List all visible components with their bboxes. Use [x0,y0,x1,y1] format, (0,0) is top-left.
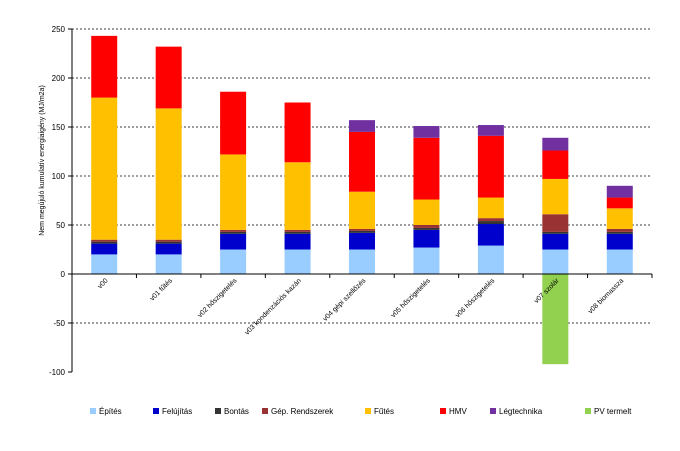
bar-segment [413,247,440,274]
legend-swatch [440,408,446,414]
bar-segment [477,224,504,246]
bar-segment [477,197,504,219]
y-tick-label: 250 [52,25,66,34]
legend-swatch [90,408,96,414]
bar-segment [91,254,118,274]
bar-segment [606,231,633,234]
bar-segment [606,233,633,250]
bar-segment [220,229,247,232]
bar-segment [284,229,311,232]
bar-segment [220,231,247,234]
y-tick-label: 150 [52,123,66,132]
bar-segment [349,230,375,233]
bar-segment [284,249,311,274]
bars [91,35,633,365]
bar-segment [91,243,118,255]
bar-segment [349,232,375,250]
bar-segment [542,178,569,215]
bar-segment [349,191,375,229]
bar-segment [91,97,118,240]
bar-segment [542,233,569,250]
x-tick-label: v05 hőszigetelés [390,277,432,319]
bar-segment [477,135,504,198]
y-axis-title: Nem megújuló kumulatív energiaigény (MJ/… [39,85,46,236]
bar-segment [155,254,182,274]
bar-segment [477,125,504,136]
y-tick-label: -100 [49,368,66,377]
bar-segment [349,249,375,274]
y-tick-label: 200 [52,74,66,83]
bar-segment [413,227,440,230]
bar-segment [606,208,633,229]
bar-segment [606,197,633,209]
x-tick-label: v04 gépi szellőzés [322,277,368,323]
bar-segment [477,245,504,274]
bar-segment [349,120,375,132]
bar-segment [413,225,440,228]
legend-swatch [490,408,496,414]
bar-segment [606,185,633,198]
bar-segment [220,154,247,230]
y-tick-label: 0 [61,270,66,279]
bar-segment [413,199,440,225]
legend-label: Felújítás [162,407,192,416]
x-tick-label: v06 hőszigetelés [454,277,496,319]
bar-segment [155,46,182,109]
bar-segment [542,274,569,365]
legend: Építés Felújítás Bontás Gép. Rendszerek Fűté… [90,407,632,416]
bar-segment [91,241,118,244]
bar-segment [220,233,247,250]
y-tick-label: -50 [53,319,65,328]
bar-segment [91,35,118,98]
bar-segment [542,231,569,234]
x-tick-label: v00 [97,277,110,290]
bar-segment [413,126,440,138]
x-tick-label: v01 fűtés [149,277,174,302]
bar-segment [606,249,633,274]
bar-segment [155,239,182,242]
legend-label: PV termelt [594,407,632,416]
x-tick-label: v08 biomassza [587,277,625,315]
legend-swatch [215,408,221,414]
bar-segment [349,131,375,192]
legend-label: Bontás [224,407,249,416]
bar-segment [220,91,247,155]
bar-segment [220,249,247,274]
bar-segment [542,214,569,232]
bar-segment [155,241,182,244]
bar-segment [542,150,569,179]
x-tick-label: v02 hőszigetelés [197,277,239,319]
bar-segment [477,221,504,225]
legend-swatch [365,408,371,414]
bar-segment [155,108,182,240]
bar-segment [349,228,375,231]
y-tick-label: 100 [52,172,66,181]
bar-segment [413,137,440,200]
legend-label: Építés [99,407,122,416]
x-tick-label: v03 kondenzációs kazán [244,277,303,336]
bar-segment [284,233,311,250]
bar-segment [542,249,569,274]
legend-label: Gép. Rendszerek [271,407,334,416]
y-tick-label: 50 [56,221,65,230]
bar-segment [606,228,633,232]
legend-swatch [585,408,591,414]
bar-segment [477,218,504,222]
legend-swatch [262,408,268,414]
bar-segment [413,229,440,248]
legend-label: HMV [449,407,467,416]
bar-segment [542,137,569,151]
bar-segment [284,162,311,230]
bar-segment [155,243,182,255]
legend-label: Légtechnika [499,407,543,416]
legend-label: Fűtés [374,407,394,416]
legend-swatch [153,408,159,414]
bar-segment [91,239,118,242]
bar-segment [284,102,311,163]
bar-segment [284,231,311,234]
